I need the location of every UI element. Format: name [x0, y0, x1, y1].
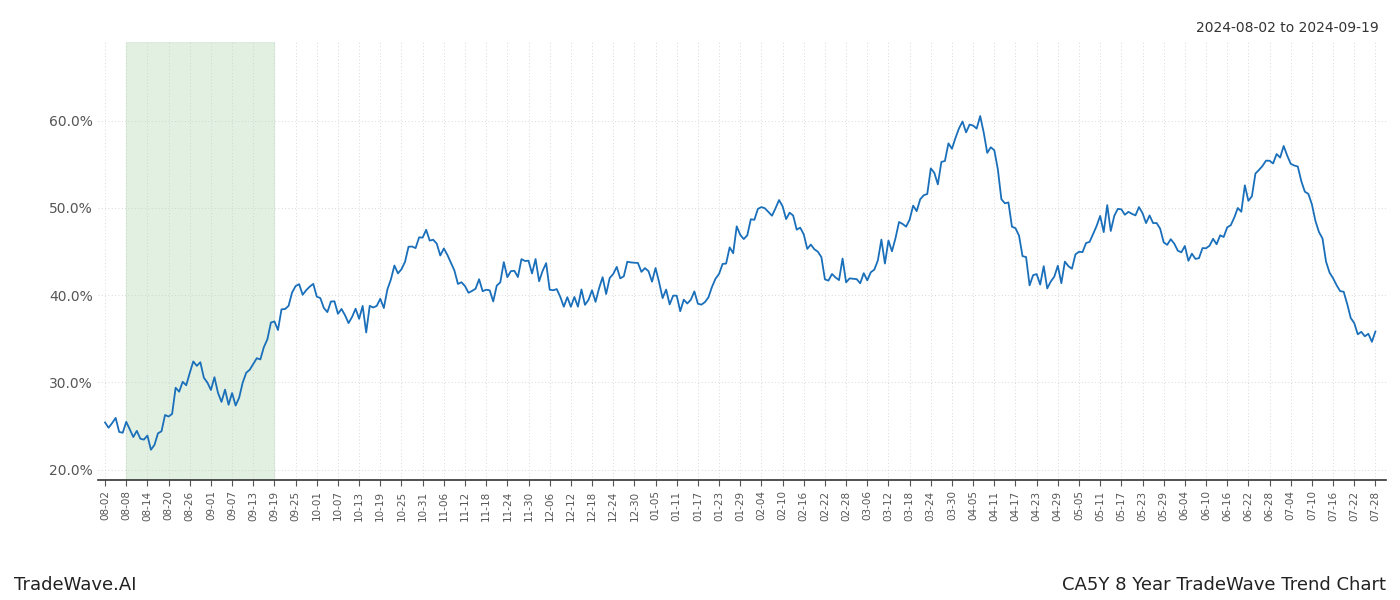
Text: TradeWave.AI: TradeWave.AI [14, 576, 137, 594]
Bar [126, 42, 274, 480]
Text: 2024-08-02 to 2024-09-19: 2024-08-02 to 2024-09-19 [1196, 21, 1379, 35]
Text: CA5Y 8 Year TradeWave Trend Chart: CA5Y 8 Year TradeWave Trend Chart [1063, 576, 1386, 594]
